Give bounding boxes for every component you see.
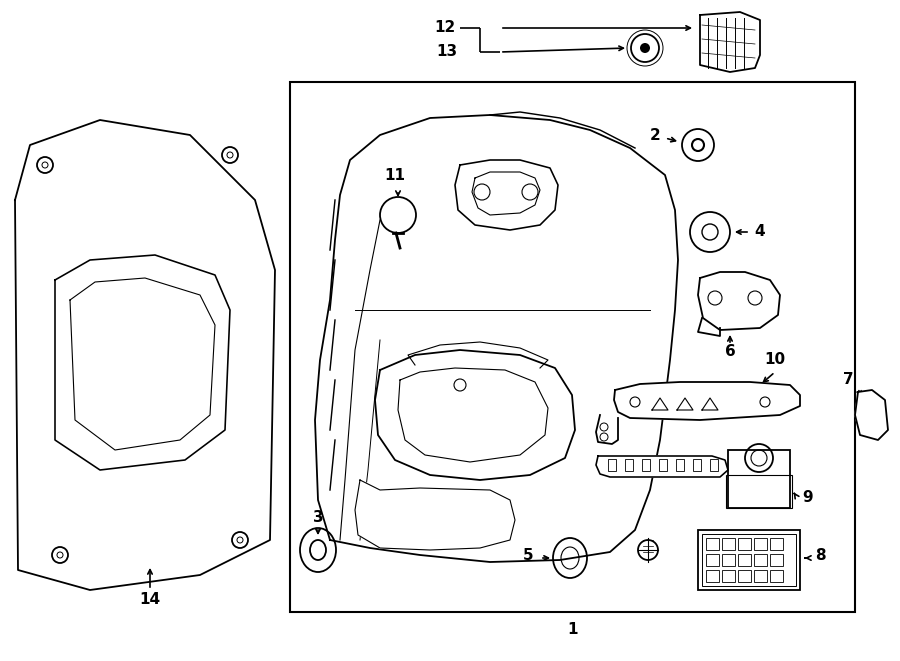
Text: 7: 7 bbox=[842, 373, 853, 387]
Polygon shape bbox=[855, 390, 888, 440]
Bar bbox=[706, 570, 719, 582]
Bar bbox=[290, 82, 855, 612]
Bar bbox=[770, 570, 783, 582]
Bar bbox=[659, 459, 667, 471]
Polygon shape bbox=[15, 120, 275, 590]
Text: 4: 4 bbox=[755, 225, 765, 239]
Bar bbox=[722, 538, 735, 550]
Text: 12: 12 bbox=[435, 20, 455, 36]
Text: 8: 8 bbox=[814, 547, 825, 563]
Polygon shape bbox=[596, 456, 728, 477]
Polygon shape bbox=[355, 480, 515, 550]
Bar bbox=[625, 459, 633, 471]
Polygon shape bbox=[455, 160, 558, 230]
Text: 13: 13 bbox=[436, 44, 457, 59]
Bar bbox=[754, 570, 767, 582]
Bar bbox=[770, 554, 783, 566]
Bar bbox=[726, 475, 792, 508]
Bar bbox=[693, 459, 701, 471]
Bar bbox=[722, 554, 735, 566]
Polygon shape bbox=[700, 12, 760, 72]
Bar bbox=[698, 530, 800, 590]
Bar bbox=[738, 538, 751, 550]
Text: 10: 10 bbox=[764, 352, 786, 368]
Text: 14: 14 bbox=[140, 592, 160, 607]
Text: 1: 1 bbox=[567, 623, 578, 637]
Bar bbox=[676, 459, 684, 471]
Bar bbox=[710, 459, 718, 471]
Bar bbox=[770, 538, 783, 550]
Polygon shape bbox=[614, 382, 800, 420]
Text: 9: 9 bbox=[803, 490, 814, 506]
Bar bbox=[728, 450, 790, 508]
Text: 5: 5 bbox=[523, 547, 534, 563]
Bar bbox=[738, 570, 751, 582]
Bar bbox=[738, 554, 751, 566]
Bar bbox=[722, 570, 735, 582]
Text: 11: 11 bbox=[384, 167, 406, 182]
Bar bbox=[754, 554, 767, 566]
Bar bbox=[608, 459, 616, 471]
Polygon shape bbox=[698, 272, 780, 330]
Bar bbox=[702, 534, 796, 586]
Text: 2: 2 bbox=[650, 128, 661, 143]
Circle shape bbox=[640, 43, 650, 53]
Polygon shape bbox=[315, 115, 678, 562]
Text: 6: 6 bbox=[724, 344, 735, 360]
Bar bbox=[754, 538, 767, 550]
Polygon shape bbox=[55, 255, 230, 470]
Bar bbox=[642, 459, 650, 471]
Bar bbox=[706, 538, 719, 550]
Bar bbox=[706, 554, 719, 566]
Text: 3: 3 bbox=[312, 510, 323, 524]
Polygon shape bbox=[375, 350, 575, 480]
